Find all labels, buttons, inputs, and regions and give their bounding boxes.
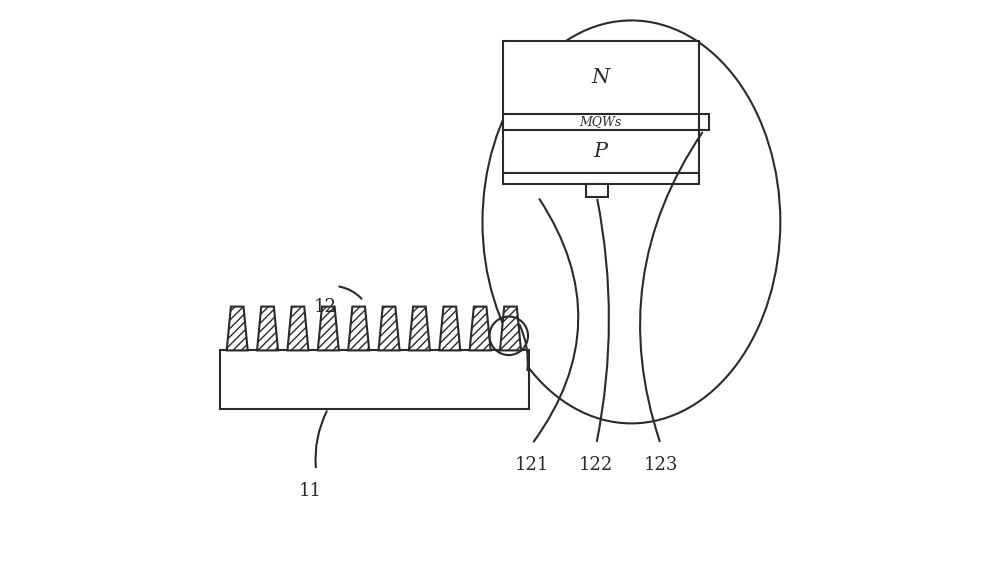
Ellipse shape <box>482 20 780 423</box>
Polygon shape <box>379 307 400 350</box>
Text: N: N <box>592 68 610 87</box>
Bar <box>220 350 529 409</box>
Polygon shape <box>439 307 460 350</box>
Text: 12: 12 <box>313 298 336 316</box>
Bar <box>586 184 608 197</box>
Bar <box>699 114 709 130</box>
Bar <box>503 41 699 184</box>
Polygon shape <box>348 307 369 350</box>
Text: 121: 121 <box>515 456 549 474</box>
Text: P: P <box>594 142 608 161</box>
Polygon shape <box>470 307 491 350</box>
Polygon shape <box>409 307 430 350</box>
Polygon shape <box>257 307 278 350</box>
Text: MQWs: MQWs <box>580 116 622 128</box>
Polygon shape <box>287 307 308 350</box>
Text: 122: 122 <box>579 456 613 474</box>
Polygon shape <box>318 307 339 350</box>
Polygon shape <box>227 307 248 350</box>
Text: 11: 11 <box>299 482 322 500</box>
Polygon shape <box>500 307 521 350</box>
Text: 123: 123 <box>643 456 678 474</box>
